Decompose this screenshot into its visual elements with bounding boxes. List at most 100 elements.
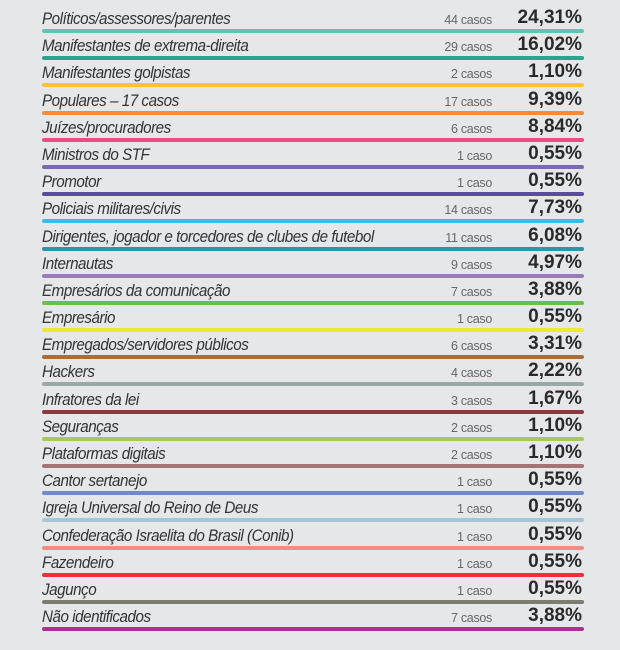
category-label: Não identificados	[42, 608, 151, 627]
case-count: 1 caso	[456, 583, 492, 598]
percent-value: 3,88%	[528, 278, 582, 300]
category-color-bar	[42, 328, 584, 333]
category-label: Fazendeiro	[42, 553, 114, 572]
category-row: Dirigentes, jogador e torcedores de club…	[42, 223, 584, 251]
category-color-bar	[42, 29, 584, 33]
category-color-bar	[42, 137, 584, 142]
case-count: 1 caso	[456, 556, 492, 571]
category-label: Políticos/assessores/parentes	[42, 10, 231, 28]
case-count: 7 casos	[451, 611, 492, 626]
category-color-bar	[42, 545, 584, 550]
percent-value: 0,55%	[528, 550, 582, 572]
percent-value: 7,73%	[528, 197, 582, 219]
percent-value: 0,55%	[528, 170, 582, 192]
percent-value: 24,31%	[517, 7, 582, 28]
category-label: Igreja Universal do Reino de Deus	[42, 499, 259, 518]
category-color-bar	[42, 599, 584, 604]
category-row: Empregados/servidores públicos 6 casos 3,3…	[42, 331, 584, 360]
percent-value: 6,08%	[528, 224, 582, 246]
case-count: 3 casos	[451, 393, 492, 408]
case-count: 1 caso	[456, 529, 492, 544]
category-color-bar	[42, 355, 584, 360]
category-label: Manifestantes golpistas	[42, 64, 191, 83]
case-count: 9 casos	[451, 257, 492, 272]
category-label: Manifestantes de extrema-direita	[42, 37, 249, 56]
category-label: Cantor sertanejo	[42, 472, 147, 491]
category-label: Populares – 17 casos	[42, 91, 179, 110]
category-row: Plataformas digitais 2 casos 1,10%	[42, 440, 584, 468]
category-row: Policiais militares/civis 14 casos 7,73%	[42, 195, 584, 224]
category-row: Infratores da lei 3 casos 1,67%	[42, 386, 584, 414]
case-count: 11 casos	[445, 230, 492, 245]
category-row: Hackers 4 casos 2,22%	[42, 358, 584, 387]
category-color-bar	[42, 56, 584, 61]
percent-value: 9,39%	[528, 88, 582, 110]
category-row: Promotor 1 caso 0,55%	[42, 168, 584, 197]
category-label: Ministros do STF	[42, 145, 150, 164]
case-count: 1 caso	[456, 148, 492, 163]
category-label: Juízes/procuradores	[42, 118, 171, 137]
percent-value: 3,88%	[528, 605, 582, 627]
case-count: 1 caso	[456, 312, 492, 327]
category-row: Seguranças 2 casos 1,10%	[42, 413, 584, 441]
category-row: Juízes/procuradores 6 casos 8,84%	[42, 114, 584, 142]
case-count: 44 casos	[444, 13, 492, 27]
category-row: Igreja Universal do Reino de Deus 1 caso 0…	[42, 494, 584, 523]
category-label: Empresário	[42, 309, 116, 328]
category-label: Empregados/servidores públicos	[42, 336, 249, 355]
percent-value: 1,10%	[528, 414, 582, 436]
category-row: Empresário 1 caso 0,55%	[42, 304, 584, 333]
category-color-bar	[42, 464, 584, 468]
percent-value: 0,55%	[528, 496, 582, 518]
category-row: Manifestantes de extrema-direita 29 casos…	[42, 32, 584, 61]
percent-value: 0,55%	[528, 142, 582, 164]
category-color-bar	[42, 436, 584, 441]
case-count: 1 caso	[456, 176, 492, 191]
category-label: Infratores da lei	[42, 390, 139, 409]
category-row: Populares – 17 casos 17 casos 9,39%	[42, 87, 584, 115]
category-row: Políticos/assessores/parentes 44 casos 24,…	[42, 5, 584, 33]
case-count: 7 casos	[451, 284, 492, 299]
percent-value: 2,22%	[528, 360, 582, 382]
percent-value: 0,55%	[528, 469, 582, 491]
category-label: Confederação Israelita do Brasil (Conib)	[42, 526, 294, 545]
category-label: Policiais militares/civis	[42, 200, 181, 219]
case-count: 1 caso	[456, 475, 492, 490]
category-color-bar	[42, 409, 584, 414]
case-count: 29 casos	[444, 40, 492, 55]
category-color-bar	[42, 246, 584, 251]
category-label: Empresários da comunicação	[42, 281, 231, 300]
percent-value: 1,10%	[528, 442, 582, 463]
category-color-bar	[42, 518, 584, 523]
category-label: Jagunço	[42, 580, 97, 599]
category-row: Empresários da comunicação 7 casos 3,88%	[42, 277, 584, 305]
category-color-bar	[42, 382, 584, 387]
percent-value: 0,55%	[528, 577, 582, 599]
category-color-bar	[42, 219, 584, 224]
category-row: Internautas 9 casos 4,97%	[42, 250, 584, 278]
percent-value: 4,97%	[528, 251, 582, 273]
category-row: Ministros do STF 1 caso 0,55%	[42, 141, 584, 169]
case-count: 2 casos	[451, 67, 492, 82]
category-color-bar	[42, 192, 584, 197]
case-count: 6 casos	[451, 121, 492, 136]
category-row: Não identificados 7 casos 3,88%	[42, 603, 584, 632]
category-row: Manifestantes golpistas 2 casos 1,10%	[42, 59, 584, 88]
category-color-bar	[42, 627, 584, 632]
category-label: Plataformas digitais	[42, 445, 166, 463]
category-label: Seguranças	[42, 417, 119, 436]
percent-value: 16,02%	[517, 34, 582, 56]
case-count: 2 casos	[451, 448, 492, 462]
case-count: 2 casos	[451, 420, 492, 435]
case-count: 4 casos	[451, 366, 492, 381]
category-color-bar	[42, 491, 584, 496]
percent-value: 1,67%	[528, 387, 582, 409]
category-list: Políticos/assessores/parentes 44 casos 24,…	[42, 5, 584, 632]
case-count: 14 casos	[444, 203, 492, 218]
category-row: Fazendeiro 1 caso 0,55%	[42, 549, 584, 577]
percent-value: 3,31%	[528, 333, 582, 355]
category-color-bar	[42, 300, 584, 305]
category-color-bar	[42, 164, 584, 169]
category-label: Internautas	[42, 254, 113, 273]
category-row: Cantor sertanejo 1 caso 0,55%	[42, 467, 584, 496]
